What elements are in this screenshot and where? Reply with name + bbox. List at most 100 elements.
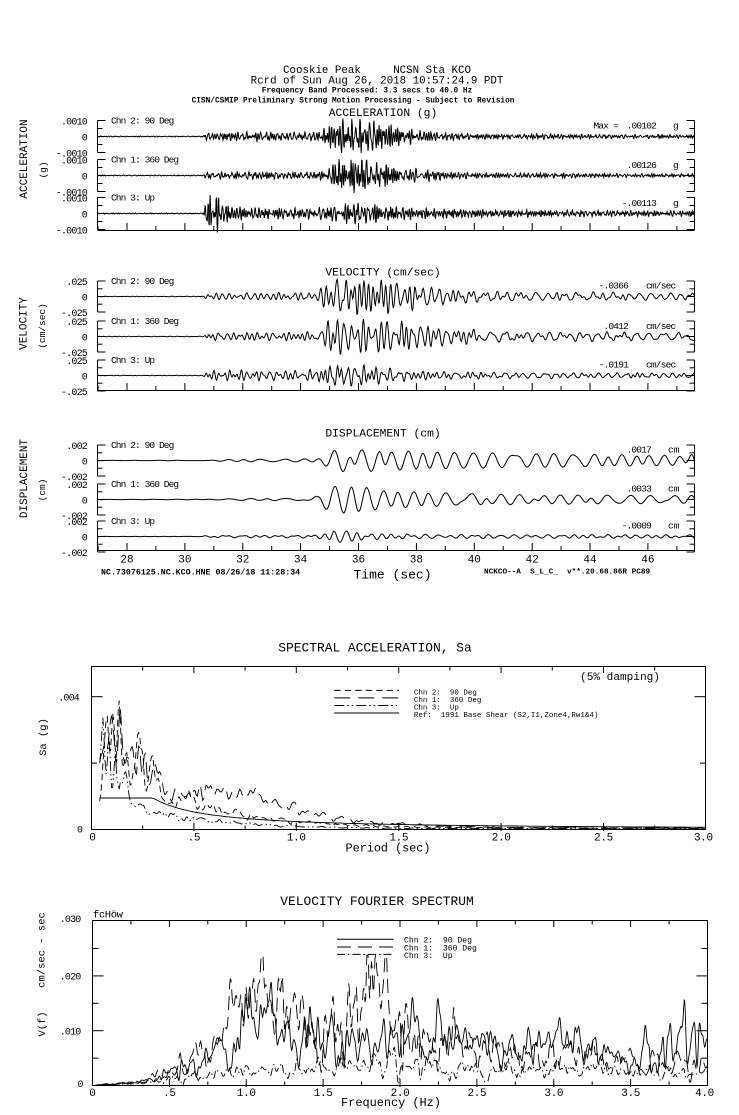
svg-text:-.0366: -.0366 (599, 281, 630, 292)
svg-text:2.0: 2.0 (492, 833, 511, 845)
svg-text:1.5: 1.5 (314, 1088, 333, 1100)
svg-text:Chn 2: 90 Deg: Chn 2: 90 Deg (111, 440, 174, 451)
svg-text:40: 40 (468, 555, 481, 567)
svg-text:Chn 2: 90 Deg: Chn 2: 90 Deg (404, 937, 472, 946)
svg-text:cm/sec: cm/sec (646, 360, 677, 371)
svg-text:g: g (673, 121, 679, 132)
svg-text:VELOCITY: VELOCITY (19, 297, 31, 350)
svg-text:0: 0 (82, 457, 88, 468)
svg-text:2.0: 2.0 (391, 1088, 410, 1100)
svg-text:-.0010: -.0010 (56, 226, 88, 237)
svg-text:34: 34 (294, 555, 308, 567)
svg-text:.030: .030 (60, 915, 82, 926)
svg-text:1.0: 1.0 (237, 1088, 256, 1100)
svg-text:cm: cm (668, 445, 680, 456)
svg-text:-.025: -.025 (61, 388, 88, 399)
svg-text:.025: .025 (66, 318, 88, 329)
svg-text:3.5: 3.5 (621, 1088, 640, 1100)
svg-text:g: g (673, 198, 679, 209)
svg-text:4.0: 4.0 (695, 1088, 714, 1100)
svg-text:0: 0 (82, 293, 88, 304)
svg-text:ACCELERATION (g): ACCELERATION (g) (329, 108, 437, 120)
svg-text:VELOCITY FOURIER SPECTRUM: VELOCITY FOURIER SPECTRUM (280, 894, 473, 909)
svg-text:Chn 1: 360 Deg: Chn 1: 360 Deg (111, 316, 178, 327)
svg-text:Cooskie Peak NCSN Sta KCO: Cooskie Peak NCSN Sta KCO (283, 65, 471, 77)
svg-text:(5% damping): (5% damping) (580, 672, 660, 684)
svg-text:Chn 3: Up: Chn 3: Up (404, 952, 453, 961)
svg-text:.0010: .0010 (61, 156, 88, 167)
svg-text:-.002: -.002 (61, 512, 88, 523)
svg-text:cm/sec: cm/sec (646, 321, 677, 332)
svg-text:0: 0 (82, 333, 88, 344)
svg-text:.010: .010 (60, 1028, 82, 1039)
svg-text:DISPLACEMENT: DISPLACEMENT (19, 438, 31, 518)
svg-text:-.0010: -.0010 (56, 149, 88, 160)
svg-text:cm: cm (668, 484, 680, 495)
svg-text:.5: .5 (188, 833, 201, 845)
svg-text:0: 0 (89, 1088, 96, 1100)
svg-text:-.002: -.002 (61, 473, 88, 484)
svg-text:0: 0 (77, 1080, 83, 1091)
svg-text:44: 44 (583, 555, 597, 567)
svg-text:2.5: 2.5 (594, 833, 613, 845)
svg-text:Time (sec): Time (sec) (353, 568, 431, 583)
svg-text:Chn 3: Up: Chn 3: Up (111, 516, 155, 527)
svg-text:0: 0 (82, 133, 88, 144)
svg-text:Max =: Max = (593, 121, 619, 132)
svg-text:.002: .002 (66, 442, 88, 453)
svg-text:(g): (g) (38, 161, 49, 178)
svg-text:g: g (673, 160, 679, 171)
svg-text:(cm): (cm) (37, 479, 48, 502)
svg-text:Chn 1: 360 Deg: Chn 1: 360 Deg (111, 479, 178, 490)
svg-text:.0033: .0033 (626, 484, 652, 495)
svg-text:.0010: .0010 (61, 194, 88, 205)
svg-text:Chn 2: 90 Deg: Chn 2: 90 Deg (414, 690, 477, 698)
svg-text:.004: .004 (58, 694, 80, 705)
svg-text:32: 32 (236, 555, 249, 567)
svg-text:Chn 3: Up: Chn 3: Up (111, 355, 155, 366)
svg-text:Chn 1: 360 Deg: Chn 1: 360 Deg (404, 944, 477, 953)
svg-text:.00126: .00126 (627, 160, 658, 171)
svg-text:28: 28 (120, 555, 133, 567)
svg-text:-.0010: -.0010 (56, 188, 88, 199)
svg-text:.00102: .00102 (627, 121, 658, 132)
svg-text:Ref: 1991 Base Shear (S2,I1,Z: Ref: 1991 Base Shear (S2,I1,Zone4,Rw1&4) (414, 712, 599, 720)
svg-text:cm/sec: cm/sec (646, 281, 677, 292)
svg-text:.0412: .0412 (603, 321, 629, 332)
svg-text:0: 0 (82, 210, 88, 221)
svg-text:0: 0 (77, 826, 83, 837)
svg-text:-.00113: -.00113 (622, 198, 657, 209)
svg-text:0: 0 (82, 372, 88, 383)
svg-text:3.0: 3.0 (694, 833, 713, 845)
svg-text:ACCELERATION: ACCELERATION (19, 119, 31, 198)
svg-text:30: 30 (178, 555, 191, 567)
svg-text:1.0: 1.0 (287, 833, 306, 845)
svg-text:Period (sec): Period (sec) (346, 842, 431, 856)
svg-text:.025: .025 (66, 357, 88, 368)
svg-text:0: 0 (82, 496, 88, 507)
svg-text:-.0009: -.0009 (622, 521, 653, 532)
svg-text:Chn 2: 90 Deg: Chn 2: 90 Deg (111, 276, 174, 287)
svg-text:-.0191: -.0191 (599, 360, 630, 371)
svg-text:Chn 1: 360 Deg: Chn 1: 360 Deg (111, 155, 178, 166)
svg-text:Sa (g): Sa (g) (38, 718, 50, 756)
svg-text:.0010: .0010 (61, 117, 88, 128)
svg-text:.0017: .0017 (626, 445, 651, 456)
svg-text:.5: .5 (163, 1088, 176, 1100)
svg-text:DISPLACEMENT (cm): DISPLACEMENT (cm) (325, 429, 440, 441)
svg-text:0: 0 (89, 833, 96, 845)
svg-text:-.025: -.025 (61, 309, 88, 320)
svg-text:.002: .002 (66, 518, 88, 529)
svg-text:3.0: 3.0 (544, 1088, 563, 1100)
svg-text:SPECTRAL ACCELERATION, Sa: SPECTRAL ACCELERATION, Sa (278, 641, 472, 656)
svg-text:1.5: 1.5 (389, 833, 408, 845)
svg-text:0: 0 (82, 533, 88, 544)
svg-text:NC.73076125.NC.KCO.HNE 08/26/1: NC.73076125.NC.KCO.HNE 08/26/18 11:28:34 (101, 568, 300, 578)
svg-text:.020: .020 (60, 973, 82, 984)
svg-text:42: 42 (526, 555, 539, 567)
svg-text:CISN/CSMIP Preliminary Strong: CISN/CSMIP Preliminary Strong Motion Pro… (192, 98, 515, 106)
svg-text:46: 46 (641, 555, 654, 567)
svg-text:Frequency (Hz): Frequency (Hz) (341, 1096, 441, 1110)
svg-text:V(f): V(f) (37, 1011, 49, 1036)
svg-text:2.5: 2.5 (468, 1088, 487, 1100)
